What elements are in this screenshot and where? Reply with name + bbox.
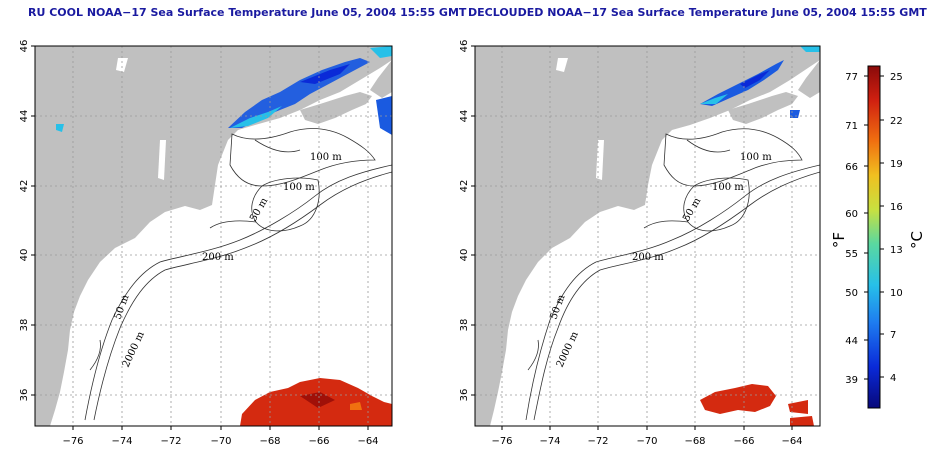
lat-tick-label: 44 xyxy=(459,110,470,123)
lat-tick-label: 46 xyxy=(19,40,30,53)
lat-tick-label: 38 xyxy=(19,319,30,332)
right-map: 100 m 100 m 50 m 200 m 50 m 2000 m −76 −… xyxy=(459,40,821,447)
land-mass xyxy=(475,46,820,426)
contour-label: 100 m xyxy=(740,152,772,163)
fahrenheit-tick: 77 xyxy=(845,72,858,83)
celsius-tick: 16 xyxy=(890,202,903,213)
land-mass xyxy=(300,92,372,124)
celsius-tick: 13 xyxy=(890,245,903,256)
lat-tick-label: 44 xyxy=(19,110,30,123)
land-mass xyxy=(35,46,392,426)
fahrenheit-unit-label: °F xyxy=(830,232,848,248)
lat-tick-label: 46 xyxy=(459,40,470,53)
celsius-tick: 7 xyxy=(890,330,896,341)
fahrenheit-tick: 44 xyxy=(845,336,858,347)
lat-tick-label: 38 xyxy=(459,319,470,332)
fahrenheit-tick: 39 xyxy=(845,375,858,386)
lon-tick-label: −68 xyxy=(684,436,705,447)
colorbar: 77 71 66 60 55 50 44 39 25 22 19 16 13 1… xyxy=(830,65,926,409)
right-panel-title: DECLOUDED NOAA−17 Sea Surface Temperatur… xyxy=(468,6,927,19)
fahrenheit-tick: 66 xyxy=(845,162,858,173)
bathymetry-contours xyxy=(525,128,820,421)
left-map: 100 m 100 m 50 m 200 m 50 m 2000 m −76 −… xyxy=(19,40,393,447)
colorbar-gradient xyxy=(867,65,881,409)
lon-tick-label: −76 xyxy=(491,436,512,447)
lon-tick-label: −74 xyxy=(539,436,560,447)
lon-tick-label: −72 xyxy=(587,436,608,447)
lon-tick-label: −74 xyxy=(111,436,132,447)
fahrenheit-tick: 71 xyxy=(845,121,858,132)
land-mass xyxy=(798,60,820,98)
contour-label: 100 m xyxy=(712,182,744,193)
lat-tick-label: 42 xyxy=(19,180,30,193)
land-mass xyxy=(370,60,392,98)
lat-tick-label: 40 xyxy=(459,249,470,262)
lon-tick-label: −70 xyxy=(636,436,657,447)
lon-tick-label: −64 xyxy=(357,436,378,447)
celsius-tick: 4 xyxy=(890,373,896,384)
lon-tick-label: −66 xyxy=(308,436,329,447)
celsius-tick: 10 xyxy=(890,288,903,299)
lat-tick-label: 40 xyxy=(19,249,30,262)
lon-tick-label: −72 xyxy=(160,436,181,447)
lon-tick-label: −64 xyxy=(781,436,802,447)
warm-sst-patch xyxy=(700,384,776,414)
celsius-tick: 22 xyxy=(890,116,903,127)
lat-tick-label: 42 xyxy=(459,180,470,193)
left-panel-title: RU COOL NOAA−17 Sea Surface Temperature … xyxy=(28,6,467,19)
lat-tick-label: 36 xyxy=(19,389,30,402)
fahrenheit-tick: 55 xyxy=(845,249,858,260)
lat-tick-label: 36 xyxy=(459,389,470,402)
lon-tick-label: −76 xyxy=(62,436,83,447)
celsius-tick: 25 xyxy=(890,72,903,83)
bathymetry-contours xyxy=(84,128,392,421)
lon-tick-label: −66 xyxy=(733,436,754,447)
contour-label: 200 m xyxy=(632,252,664,263)
fahrenheit-tick: 50 xyxy=(845,288,858,299)
celsius-tick: 19 xyxy=(890,159,903,170)
fahrenheit-tick: 60 xyxy=(845,209,858,220)
lon-tick-label: −68 xyxy=(259,436,280,447)
lon-tick-label: −70 xyxy=(210,436,231,447)
contour-label: 100 m xyxy=(283,182,315,193)
celsius-unit-label: °C xyxy=(908,231,926,249)
contour-label: 200 m xyxy=(202,252,234,263)
contour-label: 100 m xyxy=(310,152,342,163)
